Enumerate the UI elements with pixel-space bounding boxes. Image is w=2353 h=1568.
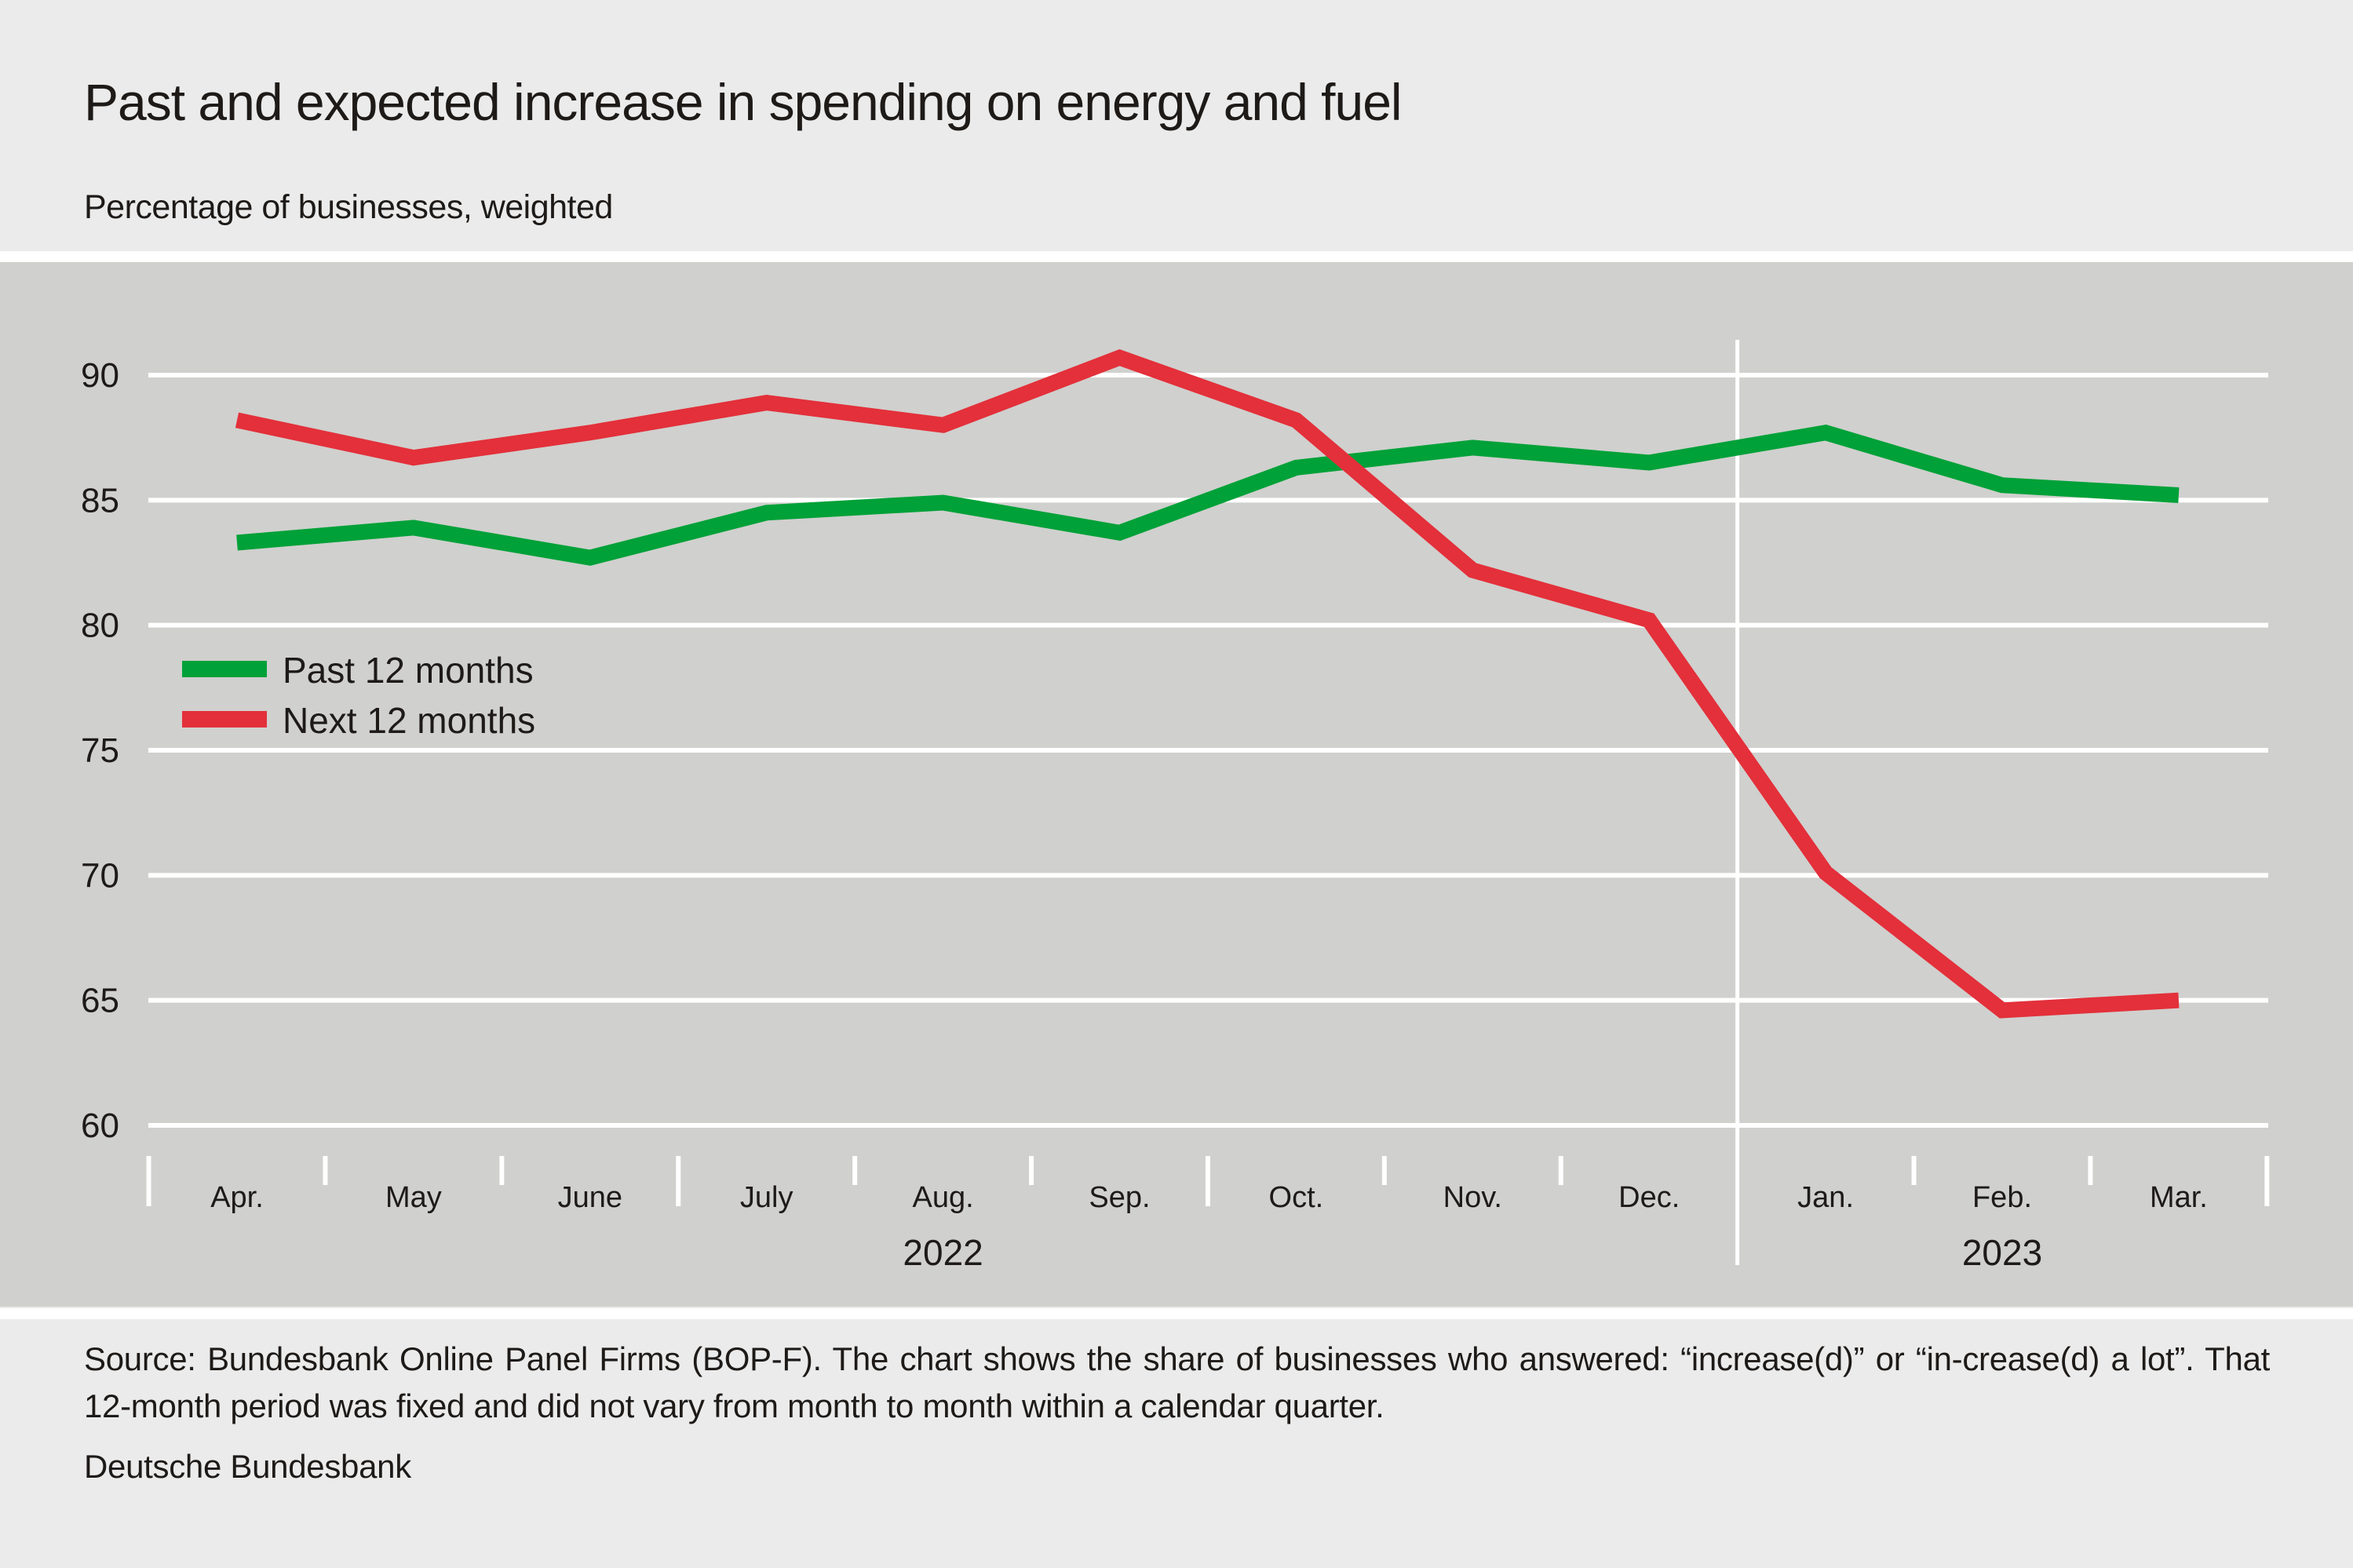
legend-label: Past 12 months <box>283 650 534 691</box>
x-tick-label: June <box>558 1181 622 1214</box>
y-axis: 60 65 70 75 80 85 90 <box>81 356 119 1145</box>
header: Past and expected increase in spending o… <box>0 0 2353 250</box>
divider-bottom <box>0 1308 2353 1319</box>
series-line-past-12-months <box>236 425 2180 566</box>
legend-label: Next 12 months <box>283 700 535 741</box>
legend-background <box>264 645 587 747</box>
series-line-next-12-months <box>235 349 2180 1019</box>
gridlines <box>148 373 2268 1128</box>
x-tick-label: Jan. <box>1797 1181 1854 1214</box>
x-tick-label: July <box>740 1181 793 1214</box>
y-tick-label: 80 <box>81 607 119 645</box>
series-lines <box>235 349 2180 1019</box>
y-tick-label: 75 <box>81 731 119 770</box>
year-label: 2022 <box>903 1232 983 1273</box>
source-note: Source: Bundesbank Online Panel Firms (B… <box>84 1340 2270 1424</box>
y-tick-label: 60 <box>81 1107 119 1145</box>
y-tick-label: 90 <box>81 356 119 395</box>
x-tick-label: Mar. <box>2150 1181 2208 1214</box>
divider-top <box>0 251 2353 262</box>
x-tick-label: Feb. <box>1972 1181 2032 1214</box>
x-tick-label: Oct. <box>1269 1181 1324 1214</box>
y-tick-label: 70 <box>81 856 119 895</box>
x-tick-label: May <box>385 1181 442 1214</box>
plot-area <box>0 262 2353 1307</box>
y-tick-label: 85 <box>81 481 119 520</box>
chart-title: Past and expected increase in spending o… <box>84 73 1403 131</box>
legend-swatch-next <box>182 711 267 727</box>
footer <box>0 1319 2353 1568</box>
x-tick-label: Apr. <box>210 1181 264 1214</box>
x-tick-label: Sep. <box>1089 1181 1150 1214</box>
legend-swatch-past <box>182 661 267 677</box>
x-tick-label: Dec. <box>1618 1181 1680 1214</box>
year-label: 2023 <box>1962 1232 2042 1273</box>
x-tick-label: Aug. <box>913 1181 974 1214</box>
x-tick-label: Nov. <box>1443 1181 1502 1214</box>
credit: Deutsche Bundesbank <box>84 1448 411 1485</box>
chart-subtitle: Percentage of businesses, weighted <box>84 188 613 226</box>
x-axis: Apr. May June July Aug. Sep. Oct. Nov. Dec. Jan. F… <box>146 1156 2270 1273</box>
legend: Past 12 months Next 12 months <box>182 645 587 747</box>
y-tick-label: 65 <box>81 982 119 1020</box>
